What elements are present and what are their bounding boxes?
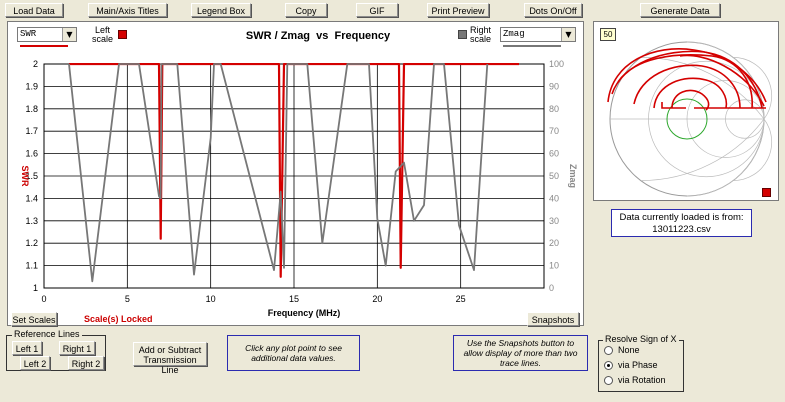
radio-via-rotation[interactable] [604, 376, 613, 385]
smith-trace-segment [679, 54, 765, 107]
y-tick-left-label: 1.3 [25, 216, 38, 226]
smith-reactance-arc-bottom [686, 118, 765, 197]
transmission-line-label-1: Add or Subtract [138, 345, 202, 355]
smith-trace-segment [671, 89, 710, 111]
smith-match-circle [666, 98, 708, 140]
x-tick-label: 25 [456, 294, 466, 304]
smith-trace-segment [661, 102, 686, 109]
left-scale-label: Left scale [92, 26, 113, 44]
y-tick-left-label: 1.7 [25, 126, 38, 136]
transmission-line-label-2: Transmission Line [143, 355, 197, 375]
smith-trace-segment [617, 54, 753, 109]
y-tick-right-label: 40 [549, 193, 559, 203]
left-scale-value: SWR [20, 29, 37, 39]
y-tick-right-label: 80 [549, 104, 559, 114]
y-tick-left-label: 1.5 [25, 171, 38, 181]
y-tick-right-label: 60 [549, 149, 559, 159]
y-tick-right-label: 20 [549, 238, 559, 248]
smith-trace-segment [633, 64, 741, 109]
x-tick-label: 15 [289, 294, 299, 304]
y-tick-left-label: 1.6 [25, 149, 38, 159]
y-axis-right-label: Zmag [568, 164, 578, 188]
radio-via-phase[interactable] [604, 361, 613, 370]
y-axis-left-label: SWR [20, 166, 30, 187]
snapshots-button[interactable]: Snapshots [527, 312, 579, 326]
legend-box-button[interactable]: Legend Box [191, 3, 251, 17]
click-point-note: Click any plot point to see additional d… [227, 335, 360, 371]
smith-badge: 50 [600, 28, 616, 41]
chevron-down-icon: ▼ [62, 28, 76, 41]
copy-button[interactable]: Copy [285, 3, 327, 17]
right-scale-label: Right scale [470, 26, 491, 44]
main-axis-titles-button[interactable]: Main/Axis Titles [88, 3, 167, 17]
smith-trace-segment [653, 77, 728, 109]
chart-title: SWR / Zmag vs Frequency [245, 30, 391, 42]
right-scale-value: Zmag [503, 29, 525, 39]
x-axis-label: Frequency (MHz) [268, 308, 341, 318]
y-tick-left-label: 1.2 [25, 238, 38, 248]
smith-reactance-arc-bottom [640, 118, 765, 181]
data-loaded-filename: 13011223.csv [652, 224, 711, 235]
y-tick-right-label: 10 [549, 261, 559, 271]
y-tick-right-label: 50 [549, 171, 559, 181]
right-select-underline [503, 45, 561, 47]
chart-panel: SWR ▼ Left scale SWR / Zmag vs Frequency… [7, 21, 584, 326]
generate-data-button[interactable]: Generate Data [640, 3, 720, 17]
load-data-button[interactable]: Load Data [5, 3, 63, 17]
smith-chart-panel: 50 [593, 21, 779, 201]
smith-trace-segment [607, 48, 767, 103]
y-tick-left-label: 1.9 [25, 81, 38, 91]
y-tick-right-label: 70 [549, 126, 559, 136]
smith-chart[interactable] [594, 22, 780, 202]
y-tick-right-label: 0 [549, 283, 554, 293]
chevron-down-icon: ▼ [561, 28, 575, 41]
smith-reactance-arc-bottom [733, 118, 773, 181]
radio-via-phase-label: via Phase [618, 360, 658, 370]
left2-button[interactable]: Left 2 [20, 356, 50, 370]
transmission-line-button[interactable]: Add or Subtract Transmission Line [133, 342, 207, 375]
x-tick-label: 10 [206, 294, 216, 304]
radio-via-rotation-label: via Rotation [618, 375, 666, 385]
x-tick-label: 0 [41, 294, 46, 304]
data-loaded-box: Data currently loaded is from: 13011223.… [611, 209, 752, 237]
right-scale-label-1: Right [470, 25, 492, 35]
left-select-underline [20, 45, 68, 47]
scales-locked-label: Scale(s) Locked [84, 314, 153, 324]
y-tick-left-label: 1 [33, 283, 38, 293]
right-scale-color-swatch[interactable] [458, 30, 467, 39]
swr-zmag-chart[interactable]: 1 01.1 101.2 201.3 301.4 401.5 501.6 601.7 701.8… [8, 22, 585, 327]
radio-none-label: None [618, 345, 640, 355]
y-tick-left-label: 2 [33, 59, 38, 69]
set-scales-button[interactable]: Set Scales [11, 312, 57, 326]
right-scale-select[interactable]: Zmag ▼ [500, 27, 576, 42]
reference-lines-legend: Reference Lines [12, 329, 82, 339]
snapshots-note: Use the Snapshots button to allow displa… [453, 335, 588, 371]
right1-button[interactable]: Right 1 [59, 341, 95, 355]
left1-button[interactable]: Left 1 [12, 341, 42, 355]
right-scale-label-2: scale [470, 34, 492, 44]
dots-on-off-button[interactable]: Dots On/Off [524, 3, 582, 17]
gif-button[interactable]: GIF [356, 3, 398, 17]
data-loaded-line1: Data currently loaded is from: [619, 212, 744, 223]
smith-color-swatch[interactable] [762, 188, 771, 197]
left-scale-select[interactable]: SWR ▼ [17, 27, 77, 42]
y-tick-right-label: 90 [549, 81, 559, 91]
left-scale-label-1: Left [95, 25, 111, 35]
radio-none[interactable] [604, 346, 613, 355]
y-tick-left-label: 1.1 [25, 261, 38, 271]
y-tick-left-label: 1.8 [25, 104, 38, 114]
y-tick-right-label: 30 [549, 216, 559, 226]
y-tick-right-label: 100 [549, 59, 564, 69]
series-line-zmag [68, 63, 489, 283]
left-scale-label-2: scale [92, 34, 114, 44]
left-scale-color-swatch[interactable] [118, 30, 127, 39]
print-preview-button[interactable]: Print Preview [427, 3, 489, 17]
resolve-sign-legend: Resolve Sign of X [603, 334, 679, 344]
smith-reactance-arc-top [733, 57, 773, 120]
y-tick-left-label: 1.4 [25, 193, 38, 203]
right2-button[interactable]: Right 2 [68, 356, 104, 370]
x-tick-label: 5 [125, 294, 130, 304]
x-tick-label: 20 [372, 294, 382, 304]
